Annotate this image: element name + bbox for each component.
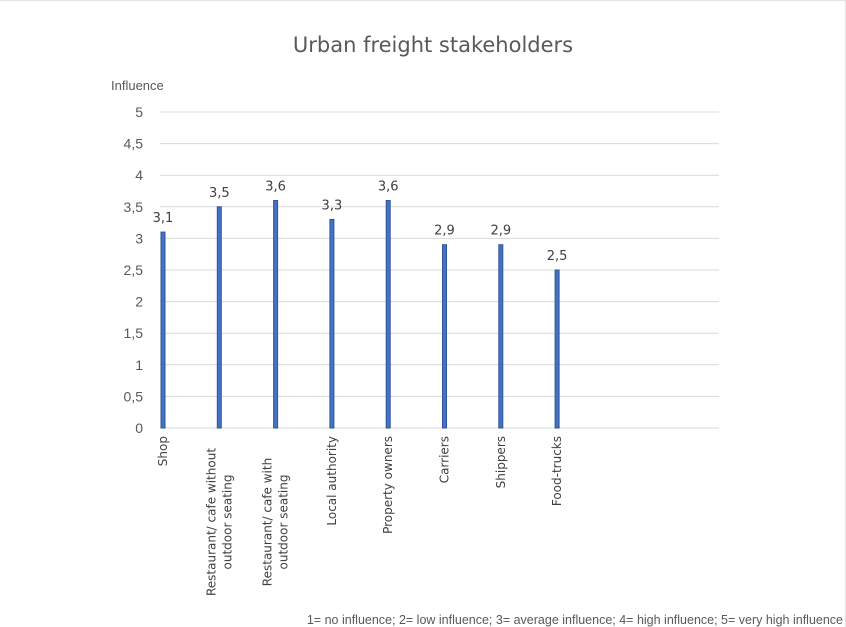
bar [329, 218, 335, 429]
y-axis-label: Influence [111, 78, 164, 93]
x-tick-label-line: Restaurant/ cafe without [204, 448, 218, 596]
gridlines [160, 111, 719, 429]
x-tick-label: Local authority [325, 436, 339, 526]
x-tick-label: Property owners [381, 436, 395, 534]
y-tick-label: 1 [135, 357, 143, 373]
x-tick-label: Food-trucks [550, 436, 564, 506]
x-tick-label-line: outdoor seating [277, 475, 291, 570]
y-tick-label: 4 [135, 167, 143, 183]
x-tick-label: Restaurant/ cafe with outdoor seating [261, 458, 291, 586]
y-axis-ticks: 0 0,5 1 1,5 2 2,5 3 3,5 4 4,5 5 [124, 104, 144, 436]
bar [216, 206, 222, 429]
y-tick-label: 3,5 [124, 199, 144, 215]
x-tick-label: Shippers [494, 436, 508, 488]
y-tick-label: 2,5 [124, 262, 144, 278]
bar [385, 199, 391, 429]
bars [160, 199, 560, 429]
data-labels: 3,1 3,5 3,6 3,3 3,6 2,9 2,9 2,5 [153, 179, 568, 264]
x-tick-label-line: Shippers [494, 436, 508, 488]
x-tick-label-line: outdoor seating [220, 475, 234, 570]
x-tick-label-line: Local authority [325, 436, 339, 526]
x-tick-label-line: Property owners [381, 436, 395, 534]
data-label: 2,9 [490, 224, 511, 239]
bar [273, 199, 279, 429]
chart-title: Urban freight stakeholders [293, 33, 573, 57]
data-label: 3,5 [209, 186, 230, 201]
y-tick-label: 2 [135, 294, 143, 310]
data-label: 3,6 [378, 179, 399, 194]
x-tick-label-line: Shop [156, 436, 170, 466]
y-tick-label: 4,5 [124, 136, 144, 152]
y-tick-label: 0,5 [124, 388, 144, 404]
y-tick-label: 5 [135, 104, 143, 120]
x-tick-label: Restaurant/ cafe without outdoor seating [204, 448, 234, 596]
bar [442, 244, 447, 429]
y-tick-label: 0 [135, 420, 143, 436]
y-tick-label: 3 [135, 230, 143, 246]
data-label: 2,9 [434, 224, 455, 239]
data-label: 2,5 [547, 249, 568, 264]
x-axis-ticks: Shop Restaurant/ cafe without outdoor seat… [156, 436, 564, 596]
data-label: 3,6 [265, 179, 286, 194]
x-tick-label-line: Restaurant/ cafe with [261, 458, 275, 586]
data-label: 3,3 [322, 198, 343, 213]
y-tick-label: 1,5 [124, 325, 144, 341]
bar [554, 269, 560, 429]
x-tick-label: Shop [156, 436, 170, 466]
x-tick-label: Carriers [438, 436, 452, 483]
bar [498, 244, 504, 429]
x-tick-label-line: Carriers [438, 436, 452, 483]
x-tick-label-line: Food-trucks [550, 436, 564, 506]
bar [160, 231, 166, 429]
scale-footnote: 1= no influence; 2= low influence; 3= av… [307, 613, 843, 627]
data-label: 3,1 [153, 211, 174, 226]
